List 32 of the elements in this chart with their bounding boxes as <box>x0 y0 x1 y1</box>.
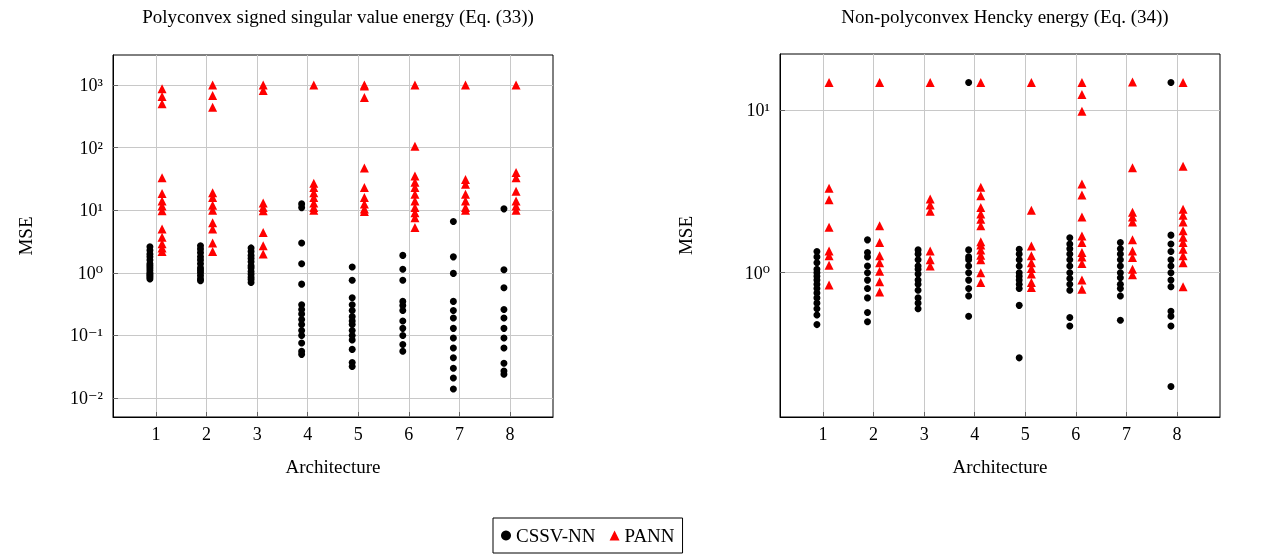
x-tick-label: 1 <box>151 424 161 444</box>
y-tick-label: 10⁰ <box>744 262 770 283</box>
x-tick-label: 8 <box>1172 424 1182 444</box>
y-axis-title: MSE <box>15 216 36 256</box>
y-tick-label: 10⁻¹ <box>70 325 103 346</box>
y-tick-label: 10¹ <box>746 99 770 120</box>
legend-label: PANN <box>624 525 675 546</box>
x-tick-label: 7 <box>454 424 464 444</box>
x-tick-label: 5 <box>1020 424 1030 444</box>
x-tick-label: 7 <box>1121 424 1131 444</box>
y-tick-label: 10³ <box>79 74 104 95</box>
y-tick-label: 10² <box>79 137 103 158</box>
x-tick-label: 8 <box>505 424 515 444</box>
x-tick-label: 1 <box>818 424 828 444</box>
x-tick-label: 5 <box>353 424 363 444</box>
y-tick-label: 10⁰ <box>77 262 103 283</box>
x-tick-label: 6 <box>1071 424 1081 444</box>
y-tick-label: 10⁻² <box>70 388 103 409</box>
x-tick-label: 3 <box>252 424 262 444</box>
x-tick-label: 4 <box>303 424 313 444</box>
y-tick-label: 10¹ <box>79 200 103 221</box>
x-tick-label: 3 <box>919 424 929 444</box>
x-axis-title: Architecture <box>952 456 1048 477</box>
x-axis-title: Architecture <box>285 456 381 477</box>
x-tick-label: 6 <box>404 424 414 444</box>
y-axis-title: MSE <box>675 215 696 256</box>
x-tick-label: 2 <box>869 424 879 444</box>
chart-title: Polyconvex signed singular value energy (Eq. (33)) <box>142 6 534 28</box>
x-tick-label: 2 <box>202 424 212 444</box>
chart-title: Non-polyconvex Hencky energy (Eq. (34)) <box>841 6 1169 28</box>
x-tick-label: 4 <box>970 424 980 444</box>
legend-label: CSSV-NN <box>516 525 596 546</box>
